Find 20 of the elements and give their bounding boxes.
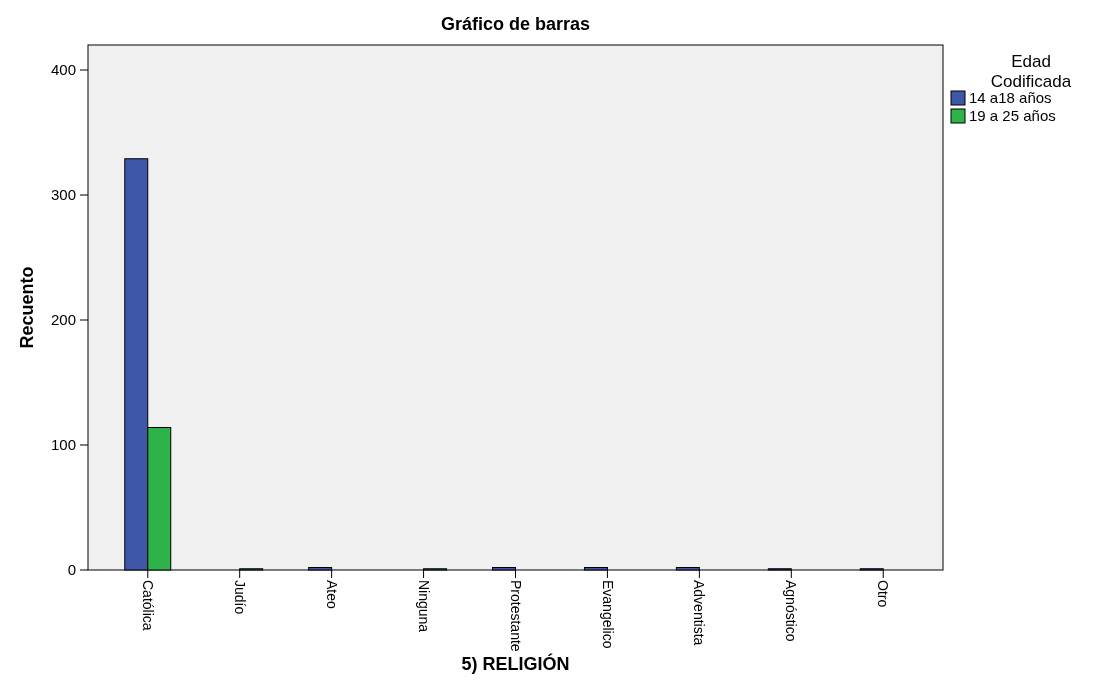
- x-tick-label: Protestante: [507, 580, 524, 652]
- x-tick-label: Católica: [139, 580, 156, 631]
- y-tick-label: 100: [50, 436, 76, 454]
- y-tick-label: 400: [50, 61, 76, 79]
- y-axis-title: Recuento: [17, 266, 37, 349]
- x-axis-title: 5) RELIGIÓN: [461, 653, 570, 674]
- chart-title: Gráfico de barras: [440, 14, 591, 34]
- legend-title: Edad Codificada: [990, 52, 1072, 91]
- y-tick-label: 300: [50, 186, 76, 204]
- x-tick-label: Agnóstico: [783, 580, 800, 642]
- legend-label: 19 a 25 años: [969, 107, 1056, 124]
- x-tick-label: Ateo: [323, 580, 340, 610]
- legend-label: 14 a18 años: [969, 89, 1052, 106]
- x-tick-label: Judío: [231, 580, 248, 615]
- x-tick-label: Evangelico: [599, 580, 616, 649]
- y-tick-label: 200: [50, 311, 76, 329]
- x-tick-label: Otro: [875, 580, 892, 608]
- y-tick-label: 0: [67, 561, 76, 579]
- x-tick-label: Ninguna: [415, 580, 432, 633]
- x-tick-label: Adventista: [691, 580, 708, 646]
